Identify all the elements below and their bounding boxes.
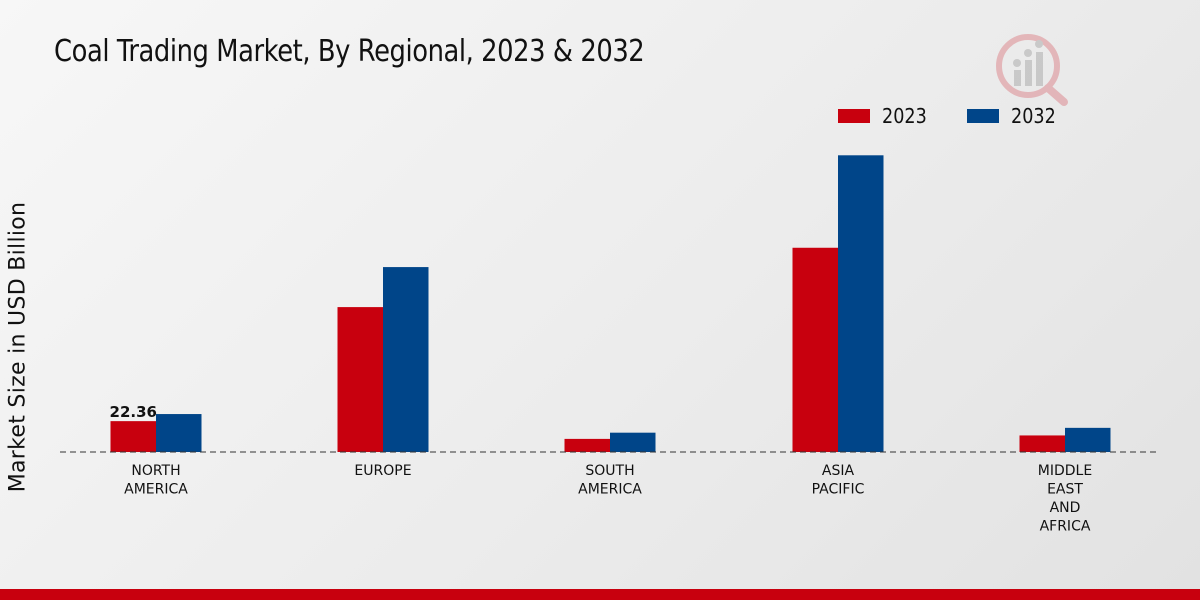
bar-2032-1[interactable] (383, 267, 429, 452)
x-tick-label-line: AFRICA (1040, 519, 1091, 535)
x-tick-label-line: SOUTH (585, 463, 634, 479)
footer-bar (0, 589, 1200, 600)
data-label-0: 22.36 (110, 403, 157, 421)
x-tick-label-0: NORTH AMERICA (124, 463, 188, 498)
x-tick-label-1: EUROPE (354, 463, 411, 479)
watermark-logo-icon (994, 30, 1072, 110)
bar-2032-4[interactable] (1065, 427, 1111, 452)
legend-item-2032[interactable]: 2032 (966, 104, 1062, 128)
x-tick-label-3: ASIA PACIFIC (812, 463, 865, 498)
bar-2023-0[interactable] (110, 421, 157, 452)
legend-swatch-2032 (966, 109, 999, 123)
bar-2023-1[interactable] (337, 307, 384, 452)
chart-legend: 2023 2032 (838, 104, 1096, 128)
x-tick-label-line: MIDDLE (1038, 463, 1092, 479)
bar-2032-2[interactable] (610, 432, 656, 452)
legend-item-2023[interactable]: 2023 (838, 104, 933, 128)
x-tick-label-line: PACIFIC (812, 482, 865, 498)
x-tick-label-4: MIDDLE EAST AND AFRICA (1038, 463, 1092, 535)
bar-2032-0[interactable] (156, 414, 202, 452)
bar-2032-3[interactable] (838, 155, 884, 453)
bar-2023-3[interactable] (792, 247, 839, 452)
legend-swatch-2023 (838, 109, 870, 123)
legend-label-2032: 2032 (1010, 104, 1056, 128)
chart-title: Coal Trading Market, By Regional, 2023 &… (54, 34, 645, 69)
x-tick-label-line: ASIA (822, 463, 855, 479)
legend-label-2023: 2023 (882, 104, 927, 128)
bar-2023-4[interactable] (1019, 435, 1066, 452)
x-tick-label-line: AMERICA (124, 482, 188, 498)
x-tick-label-line: AND (1050, 500, 1081, 516)
x-tick-label-line: NORTH (131, 463, 180, 479)
x-tick-label-line: EAST (1047, 482, 1083, 498)
bar-2023-2[interactable] (564, 438, 611, 452)
x-tick-label-line: EUROPE (354, 463, 411, 479)
x-tick-label-line: AMERICA (578, 482, 642, 498)
x-tick-label-2: SOUTH AMERICA (578, 463, 642, 498)
